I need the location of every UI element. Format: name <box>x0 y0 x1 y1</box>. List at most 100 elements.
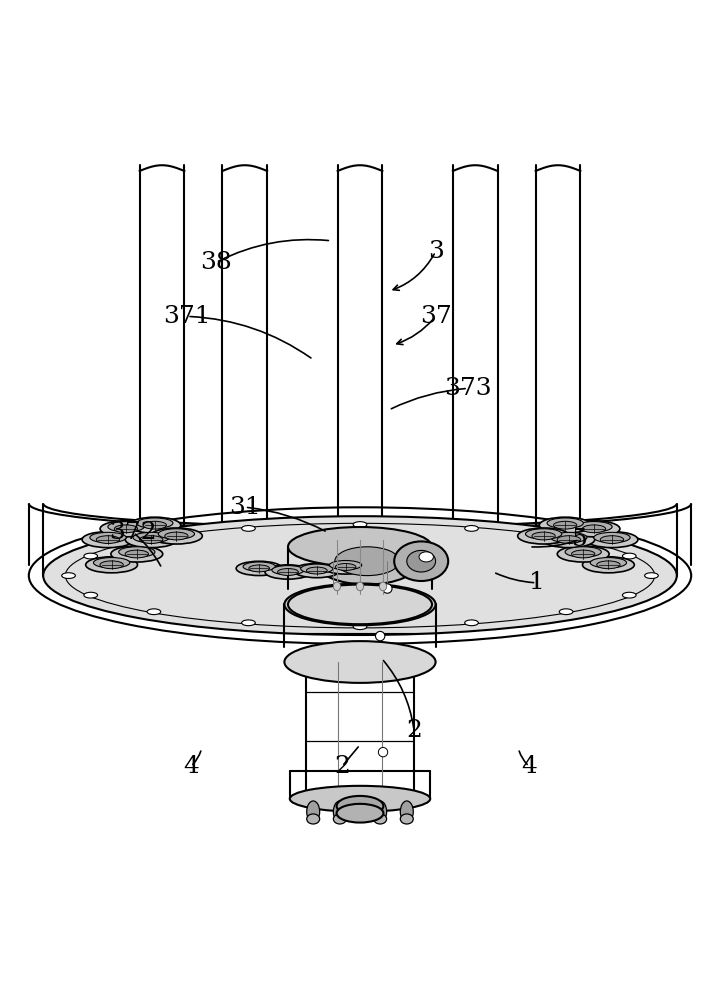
Ellipse shape <box>400 814 413 824</box>
Ellipse shape <box>272 566 304 575</box>
Ellipse shape <box>119 547 155 557</box>
Ellipse shape <box>82 532 134 548</box>
Ellipse shape <box>86 557 138 573</box>
Ellipse shape <box>111 546 163 562</box>
Text: 4: 4 <box>521 755 537 778</box>
Text: 2: 2 <box>406 719 422 742</box>
Ellipse shape <box>333 801 346 823</box>
Text: 38: 38 <box>200 251 232 274</box>
Ellipse shape <box>100 561 123 569</box>
Ellipse shape <box>158 529 194 539</box>
Ellipse shape <box>242 620 256 626</box>
Ellipse shape <box>547 518 583 528</box>
Ellipse shape <box>539 517 591 533</box>
Ellipse shape <box>307 814 320 824</box>
Ellipse shape <box>265 565 311 579</box>
Ellipse shape <box>294 563 340 578</box>
Ellipse shape <box>249 565 269 572</box>
Text: 31: 31 <box>229 496 261 519</box>
Ellipse shape <box>284 641 436 683</box>
Ellipse shape <box>165 532 188 540</box>
Ellipse shape <box>289 786 431 812</box>
Ellipse shape <box>43 516 677 635</box>
Ellipse shape <box>572 550 595 558</box>
Ellipse shape <box>376 631 385 641</box>
Ellipse shape <box>333 814 346 824</box>
Ellipse shape <box>133 532 169 543</box>
Ellipse shape <box>464 620 478 626</box>
Ellipse shape <box>96 536 120 543</box>
Ellipse shape <box>590 558 626 568</box>
Ellipse shape <box>407 550 436 572</box>
Ellipse shape <box>243 562 275 571</box>
Text: 1: 1 <box>528 571 544 594</box>
Ellipse shape <box>147 609 161 615</box>
Text: 5: 5 <box>572 528 588 551</box>
Ellipse shape <box>284 584 436 625</box>
Text: 3: 3 <box>428 240 444 263</box>
Ellipse shape <box>374 814 387 824</box>
Ellipse shape <box>129 517 181 533</box>
Ellipse shape <box>600 536 624 543</box>
Ellipse shape <box>84 592 98 598</box>
Ellipse shape <box>333 582 341 591</box>
Text: 4: 4 <box>183 755 199 778</box>
Ellipse shape <box>301 564 333 573</box>
Ellipse shape <box>62 573 76 578</box>
Ellipse shape <box>419 552 433 562</box>
Ellipse shape <box>559 537 573 542</box>
Text: 371: 371 <box>163 305 211 328</box>
Ellipse shape <box>464 526 478 531</box>
Ellipse shape <box>108 522 144 532</box>
Ellipse shape <box>559 609 573 615</box>
Ellipse shape <box>551 532 587 543</box>
Ellipse shape <box>379 582 387 591</box>
Ellipse shape <box>395 541 448 581</box>
Ellipse shape <box>330 561 361 570</box>
Ellipse shape <box>315 538 419 585</box>
Ellipse shape <box>143 521 166 529</box>
Ellipse shape <box>288 527 432 567</box>
Ellipse shape <box>565 547 601 557</box>
Ellipse shape <box>114 525 138 533</box>
Ellipse shape <box>597 561 620 569</box>
Text: 37: 37 <box>420 305 451 328</box>
Ellipse shape <box>335 547 400 576</box>
Ellipse shape <box>278 569 298 575</box>
Ellipse shape <box>353 624 366 630</box>
Text: 372: 372 <box>109 521 157 544</box>
Ellipse shape <box>374 801 387 823</box>
Ellipse shape <box>594 532 630 543</box>
Text: 2: 2 <box>334 755 350 778</box>
Ellipse shape <box>586 532 638 548</box>
Ellipse shape <box>622 592 636 598</box>
Ellipse shape <box>337 804 384 823</box>
Ellipse shape <box>518 528 570 544</box>
Ellipse shape <box>526 529 562 539</box>
Ellipse shape <box>147 537 161 542</box>
Ellipse shape <box>288 585 432 624</box>
Ellipse shape <box>354 522 366 527</box>
Ellipse shape <box>242 526 256 531</box>
Ellipse shape <box>557 536 580 543</box>
Ellipse shape <box>400 801 413 823</box>
Ellipse shape <box>150 528 202 544</box>
Ellipse shape <box>576 522 612 532</box>
Ellipse shape <box>236 561 282 576</box>
Ellipse shape <box>543 532 595 548</box>
Ellipse shape <box>323 560 369 574</box>
Ellipse shape <box>307 567 327 574</box>
Ellipse shape <box>582 525 606 533</box>
Ellipse shape <box>383 584 392 593</box>
Ellipse shape <box>356 582 364 591</box>
Ellipse shape <box>84 553 98 559</box>
Ellipse shape <box>307 801 320 823</box>
Ellipse shape <box>140 536 163 543</box>
Ellipse shape <box>337 796 384 816</box>
Text: 373: 373 <box>444 377 492 400</box>
Ellipse shape <box>622 553 636 559</box>
Ellipse shape <box>125 550 148 558</box>
Ellipse shape <box>554 521 577 529</box>
Ellipse shape <box>94 558 130 568</box>
Ellipse shape <box>532 532 555 540</box>
